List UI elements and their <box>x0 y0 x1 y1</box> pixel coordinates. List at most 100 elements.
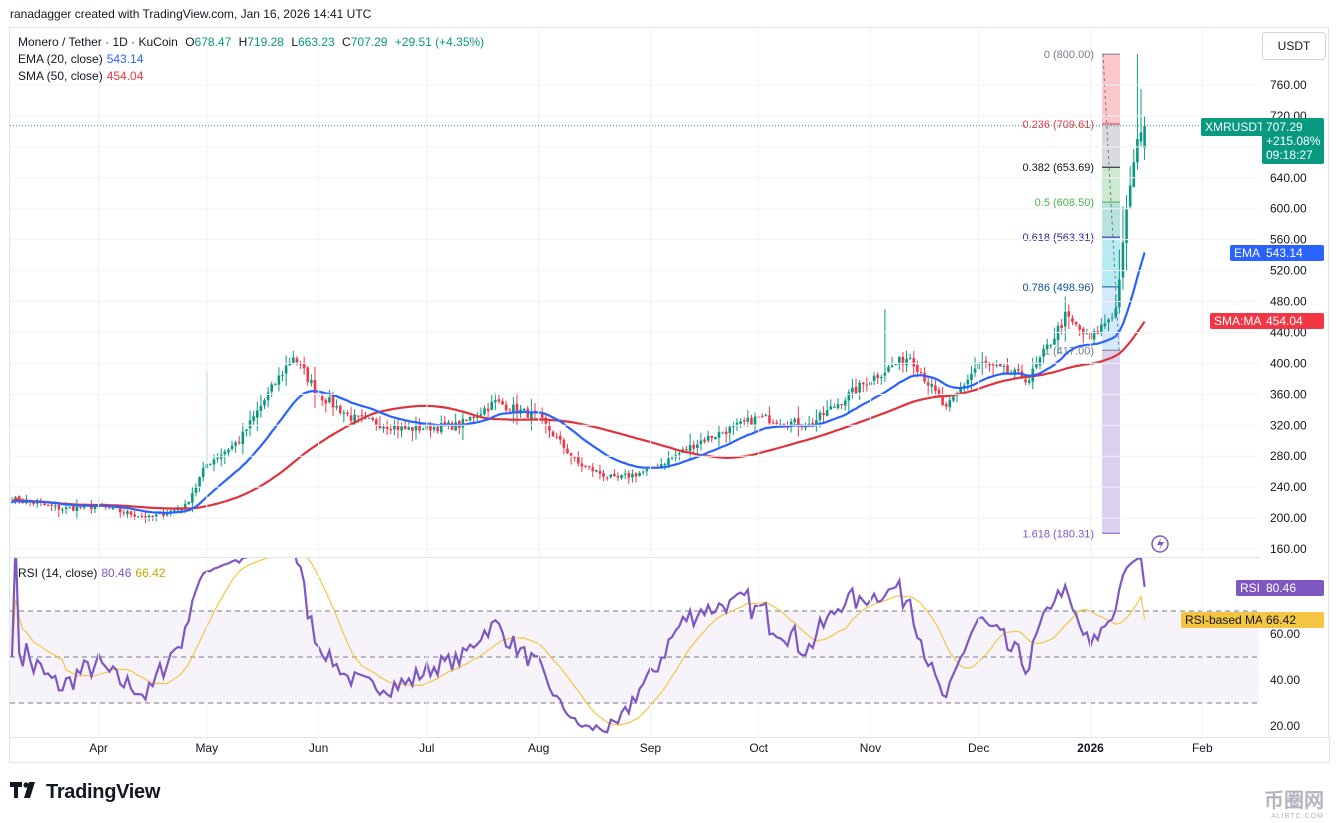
candle-body <box>916 364 919 372</box>
candle-body <box>162 513 165 516</box>
candle-body <box>576 456 580 464</box>
candle-body <box>760 415 764 417</box>
candle-body <box>68 507 72 509</box>
ema-tag-value: 543.14 <box>1266 246 1303 260</box>
candle-body <box>274 384 277 386</box>
candle-body <box>836 404 840 409</box>
candle-body <box>714 437 717 440</box>
candle-body <box>815 420 818 425</box>
watermark: 币圈网 ALIBTC.COM <box>1264 784 1324 820</box>
candle-body <box>797 418 800 427</box>
time-axis[interactable] <box>9 737 1330 763</box>
candle-body <box>685 449 688 451</box>
candle-body <box>753 416 757 425</box>
sma-legend[interactable]: SMA (50, close) 454.04 <box>18 69 143 83</box>
candle-body <box>948 400 952 408</box>
candle-body <box>843 400 847 406</box>
rsi-label: RSI (14, close) <box>18 566 98 580</box>
candle-body <box>811 422 815 425</box>
rsi-name: RSI <box>1240 581 1261 595</box>
ema-legend[interactable]: EMA (20, close) 543.14 <box>18 52 143 66</box>
candle-body <box>912 358 916 367</box>
candle-body <box>483 408 486 415</box>
candle-body <box>191 493 194 503</box>
candle-body <box>129 511 133 515</box>
candle-body <box>1002 365 1006 367</box>
candle-body <box>670 457 674 459</box>
candle-body <box>1125 208 1128 244</box>
candle-body <box>706 436 710 441</box>
rsi-pane[interactable] <box>9 557 1261 739</box>
candle-body <box>558 435 562 440</box>
candle-body <box>292 357 295 364</box>
candle-body <box>688 445 692 452</box>
tradingview-logo[interactable]: TradingView <box>10 781 160 804</box>
candle-body <box>840 403 843 405</box>
price-legend: Monero / Tether · 1D · KuCoin O678.47 H7… <box>18 35 484 49</box>
candle-body <box>901 356 905 365</box>
rsima-value-tag: 66.42 <box>1262 612 1324 628</box>
fib-trend-line <box>1102 54 1120 351</box>
candle-body <box>396 425 400 430</box>
candle-body <box>634 473 638 477</box>
candle-body <box>46 504 50 506</box>
candle-body <box>385 426 389 429</box>
candle-body <box>562 439 566 448</box>
candle-body <box>872 375 876 381</box>
candle-body <box>450 422 454 430</box>
candle-body <box>717 432 721 438</box>
price-tick-label: 320.00 <box>1270 418 1307 432</box>
candle-body <box>1060 324 1063 329</box>
fib-zone <box>1102 54 1120 124</box>
time-tick-label: Feb <box>1192 741 1213 755</box>
ema-value-tag: 543.14 <box>1262 245 1324 261</box>
candle-body <box>53 505 57 507</box>
price-tick-label: 560.00 <box>1270 233 1307 247</box>
candle-body <box>144 516 147 519</box>
lightning-icon[interactable] <box>1151 535 1169 553</box>
candle-body <box>540 413 544 418</box>
candle-body <box>1103 323 1107 327</box>
candle-body <box>768 415 771 424</box>
high-label: H <box>238 35 248 49</box>
candle-body <box>724 431 728 435</box>
candle-body <box>627 473 631 478</box>
candle-body <box>1136 139 1139 163</box>
candle-body <box>61 509 64 511</box>
candle-body <box>1045 344 1049 349</box>
candle-body <box>905 358 908 366</box>
candle-body <box>623 473 627 475</box>
candle-body <box>64 507 68 510</box>
candle-body <box>90 505 93 510</box>
tradingview-logo-icon <box>10 782 35 798</box>
candle-body <box>923 373 926 382</box>
candle-body <box>439 422 443 433</box>
candle-body <box>295 358 299 363</box>
candle-body <box>602 473 605 477</box>
candle-body <box>512 404 515 413</box>
candle-body <box>1067 311 1071 317</box>
symbol-name[interactable]: Monero / Tether · 1D · KuCoin <box>18 35 178 49</box>
price-tick-label: 520.00 <box>1270 264 1307 278</box>
fib-zone <box>1102 123 1120 168</box>
candle-body <box>746 417 750 422</box>
candle-body <box>544 417 548 424</box>
rsi-legend[interactable]: RSI (14, close) 80.46 66.42 <box>18 566 165 580</box>
rsi-tick-label: 20.00 <box>1270 719 1300 733</box>
currency-selector[interactable]: USDT <box>1262 32 1326 60</box>
candle-body <box>721 432 724 434</box>
candle-body <box>338 405 342 414</box>
candle-body <box>335 405 338 408</box>
fib-level-label: 0.236 (709.61) <box>1022 119 1094 131</box>
candle-body <box>728 426 732 434</box>
candle-body <box>93 506 97 510</box>
candle-body <box>234 442 237 446</box>
candle-body <box>1118 279 1121 308</box>
candle-body <box>833 407 836 409</box>
candle-body <box>620 475 623 479</box>
time-tick-label: Jul <box>419 741 434 755</box>
candle-body <box>443 421 447 426</box>
sma-value: 454.04 <box>106 69 144 83</box>
candle-body <box>934 385 937 391</box>
